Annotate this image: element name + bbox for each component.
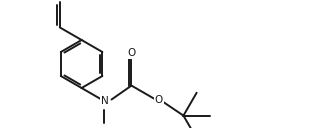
Text: N: N [100, 96, 108, 106]
Text: O: O [127, 48, 136, 58]
Text: O: O [155, 95, 163, 105]
